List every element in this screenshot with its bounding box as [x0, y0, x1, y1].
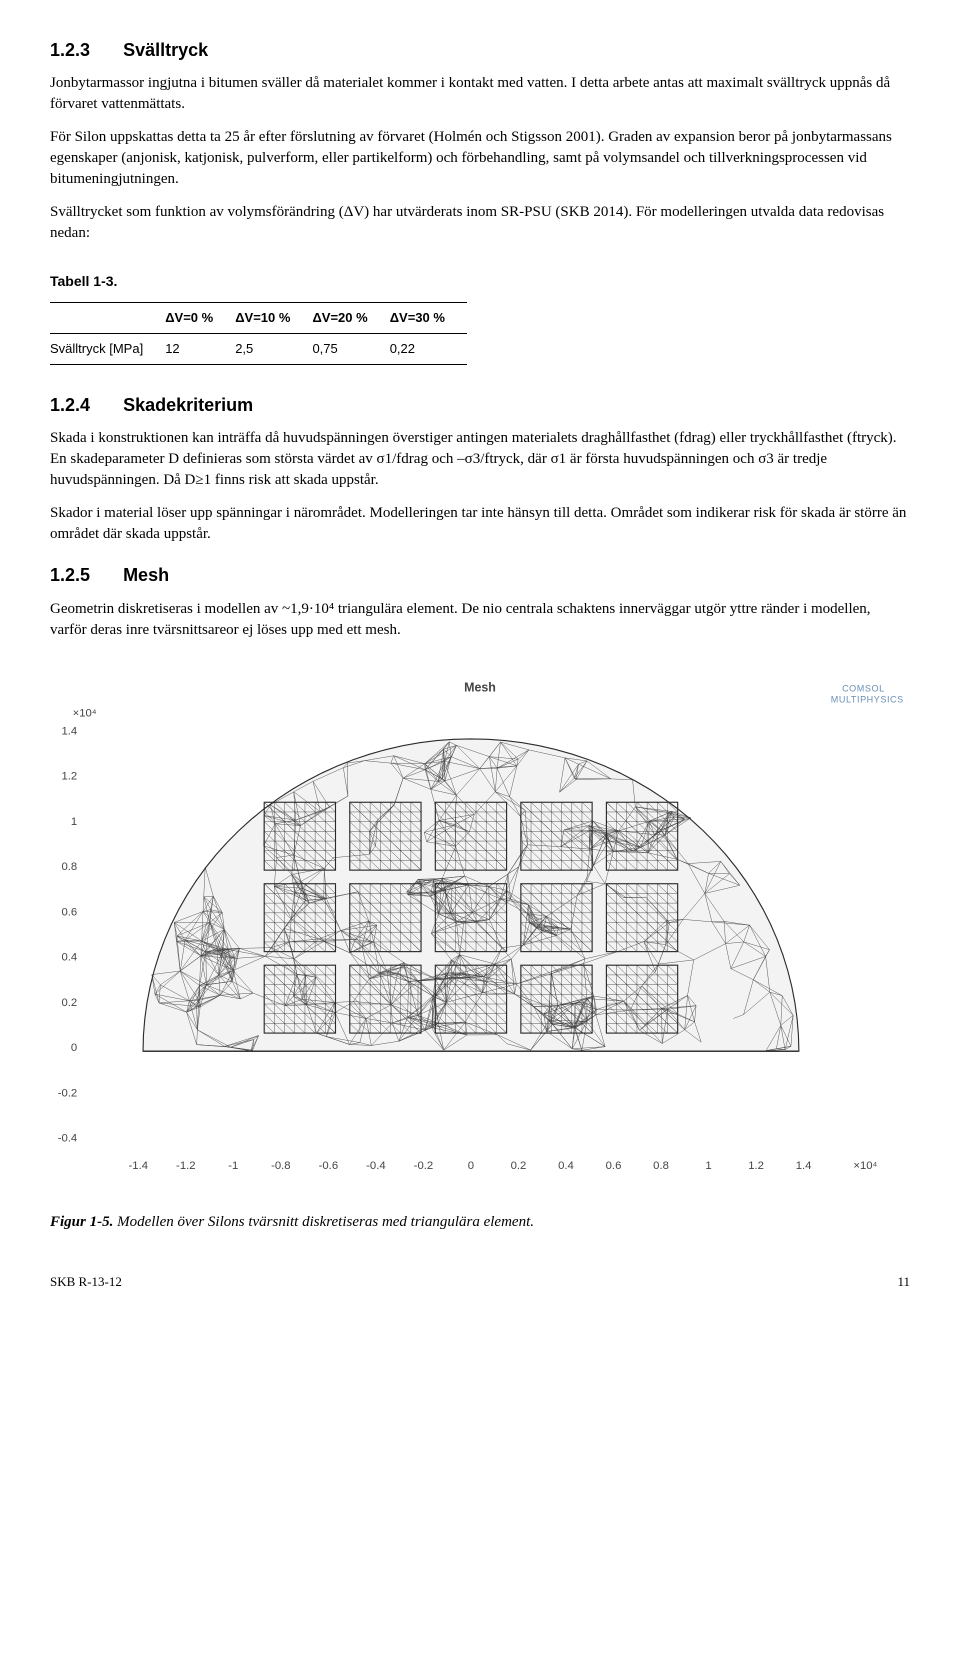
section-title: Svälltryck [123, 40, 208, 60]
table-cell: 2,5 [235, 333, 312, 364]
svg-text:1.2: 1.2 [61, 770, 77, 782]
paragraph: Jonbytarmassor ingjutna i bitumen svälle… [50, 73, 910, 115]
table-cell: 0,22 [390, 333, 467, 364]
x-axis-suffix: ×10⁴ [853, 1159, 877, 1171]
paragraph: Skada i konstruktionen kan inträffa då h… [50, 428, 910, 491]
footer-right: 11 [897, 1273, 910, 1291]
svg-text:0: 0 [71, 1042, 77, 1054]
table-header-empty [50, 302, 165, 333]
svg-text:-1: -1 [228, 1159, 238, 1171]
svg-text:0.6: 0.6 [606, 1159, 622, 1171]
figure-caption: Figur 1-5. Modellen över Silons tvärsnit… [50, 1212, 910, 1233]
svg-text:0.2: 0.2 [511, 1159, 527, 1171]
svg-text:0.2: 0.2 [61, 996, 77, 1008]
svg-text:1.4: 1.4 [796, 1159, 812, 1171]
paragraph: Svälltrycket som funktion av volymsförän… [50, 202, 910, 244]
mesh-svg: Mesh COMSOL MULTIPHYSICS ×10⁴ 1.4 1.2 1 … [50, 671, 910, 1192]
table-col-header: ΔV=20 % [312, 302, 389, 333]
section-title: Skadekriterium [123, 395, 253, 415]
footer-left: SKB R-13-12 [50, 1273, 122, 1291]
figure-desc: Modellen över Silons tvärsnitt diskretis… [117, 1214, 534, 1230]
paragraph: För Silon uppskattas detta ta 25 år efte… [50, 127, 910, 190]
figure-1-5: Mesh COMSOL MULTIPHYSICS ×10⁴ 1.4 1.2 1 … [50, 671, 910, 1199]
section-heading-1-2-3: 1.2.3 Svälltryck [50, 38, 910, 63]
svg-text:0.4: 0.4 [61, 951, 77, 963]
plot-title: Mesh [464, 680, 496, 694]
table-cell: 0,75 [312, 333, 389, 364]
svg-text:0: 0 [468, 1159, 474, 1171]
section-heading-1-2-5: 1.2.5 Mesh [50, 563, 910, 588]
y-axis-prefix: ×10⁴ [73, 707, 97, 719]
svg-text:1.2: 1.2 [748, 1159, 764, 1171]
section-heading-1-2-4: 1.2.4 Skadekriterium [50, 393, 910, 418]
svg-text:-1.4: -1.4 [129, 1159, 148, 1171]
mesh-body [143, 738, 799, 1050]
page-footer: SKB R-13-12 11 [50, 1273, 910, 1291]
table-cell: 12 [165, 333, 235, 364]
table-header-row: ΔV=0 % ΔV=10 % ΔV=20 % ΔV=30 % [50, 302, 467, 333]
svg-text:0.8: 0.8 [61, 861, 77, 873]
paragraph: Skador i material löser upp spänningar i… [50, 503, 910, 545]
comsol-watermark-1: COMSOL [842, 683, 885, 693]
x-ticks: -1.4 -1.2 -1 -0.8 -0.6 -0.4 -0.2 0 0.2 0… [129, 1159, 812, 1171]
paragraph: Geometrin diskretiseras i modellen av ~1… [50, 599, 910, 641]
figure-label: Figur 1-5. [50, 1214, 113, 1230]
svg-text:1: 1 [71, 815, 77, 827]
section-number: 1.2.3 [50, 38, 90, 63]
section-number: 1.2.4 [50, 393, 90, 418]
svg-text:-0.2: -0.2 [58, 1087, 77, 1099]
svg-text:0.4: 0.4 [558, 1159, 574, 1171]
table-row-label: Svälltryck [MPa] [50, 333, 165, 364]
table-col-header: ΔV=0 % [165, 302, 235, 333]
table-col-header: ΔV=30 % [390, 302, 467, 333]
svg-text:-0.4: -0.4 [366, 1159, 385, 1171]
svg-text:1: 1 [705, 1159, 711, 1171]
section-title: Mesh [123, 565, 169, 585]
comsol-watermark-2: MULTIPHYSICS [831, 694, 904, 704]
table-col-header: ΔV=10 % [235, 302, 312, 333]
y-ticks: 1.4 1.2 1 0.8 0.6 0.4 0.2 0 -0.2 -0.4 [58, 725, 77, 1144]
svg-text:-0.8: -0.8 [271, 1159, 290, 1171]
table-1-3: ΔV=0 % ΔV=10 % ΔV=20 % ΔV=30 % Svälltryc… [50, 302, 467, 365]
section-number: 1.2.5 [50, 563, 90, 588]
svg-text:0.8: 0.8 [653, 1159, 669, 1171]
svg-text:1.4: 1.4 [61, 725, 77, 737]
table-row: Svälltryck [MPa] 12 2,5 0,75 0,22 [50, 333, 467, 364]
svg-text:-0.4: -0.4 [58, 1132, 77, 1144]
svg-text:-1.2: -1.2 [176, 1159, 195, 1171]
svg-text:-0.6: -0.6 [319, 1159, 338, 1171]
svg-text:0.6: 0.6 [61, 906, 77, 918]
table-caption: Tabell 1-3. [50, 272, 910, 292]
svg-text:-0.2: -0.2 [414, 1159, 433, 1171]
